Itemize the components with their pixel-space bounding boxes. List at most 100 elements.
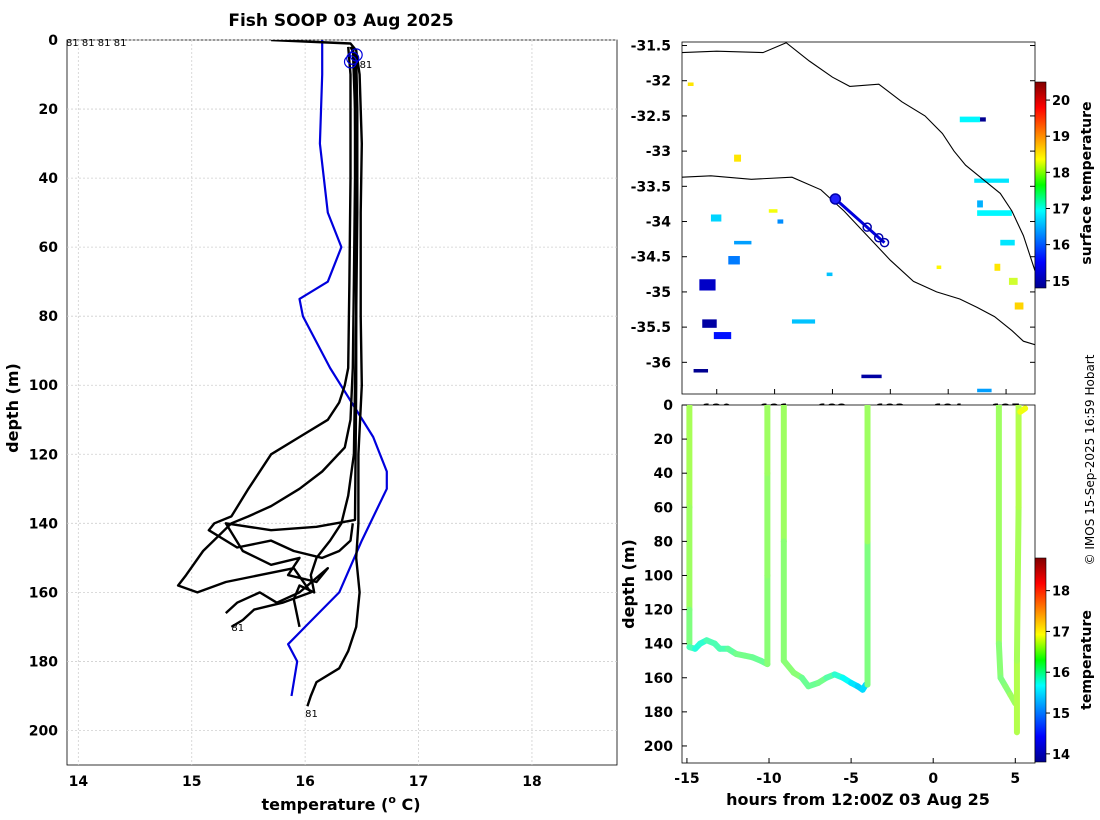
section-y-tick-label: 80: [654, 534, 674, 550]
section-x-tick-label: -15: [674, 771, 699, 787]
map-colorbar-tick-label: 19: [1052, 130, 1070, 145]
section-y-tick-label: 40: [654, 466, 674, 482]
section-colorbar: [1034, 557, 1047, 763]
section-y-tick-label: 100: [644, 568, 673, 584]
map-y-tick-label: -34.5: [631, 250, 671, 266]
profile-top-labels: 81 81 81 81: [66, 38, 126, 49]
map-temperature-patch: [861, 374, 882, 379]
map-panel: -31.5 -32 -32.5 -33 -33.5 -34 -34.5 -35 -35.5 -36…: [631, 39, 1095, 418]
profile-y-tick-label: 200: [29, 723, 58, 739]
map-station-marker: [829, 193, 842, 205]
profile-plot-frame: [66, 39, 618, 766]
map-y-tick-label: -33: [646, 144, 671, 160]
map-colorbar-label: surface temperature: [1079, 101, 1095, 264]
section-y-axis-label: depth (m): [619, 539, 638, 629]
section-colorbar-tick-label: 18: [1052, 585, 1070, 600]
profile-point-labels: 81 81 81: [231, 60, 372, 720]
profile-line-2: [292, 46, 359, 628]
map-temperature-patch: [734, 240, 752, 245]
section-x-axis-label: hours from 12:00Z 03 Aug 25: [726, 790, 990, 809]
map-temperature-patch: [1000, 239, 1015, 246]
map-y-tick-label: -36: [646, 355, 671, 371]
profile-y-tick-label: 140: [29, 516, 58, 532]
map-temperature-patch: [977, 210, 1012, 216]
map-colorbar-tick-label: 16: [1052, 239, 1070, 254]
section-y-tick-label: 160: [644, 671, 673, 687]
profile-point-label: 81: [231, 623, 244, 634]
map-y-tick-label: -33.5: [631, 179, 671, 195]
map-temperature-patch: [977, 200, 983, 208]
map-y-tick-label: -35: [646, 285, 671, 301]
map-temperature-patch: [693, 369, 709, 373]
section-y-tick-label: 0: [663, 398, 673, 414]
map-y-tick-label: -32: [646, 74, 671, 90]
map-temperature-patch: [1008, 277, 1018, 285]
profile-y-tick-label: 80: [39, 309, 59, 325]
section-colorbar-ticks: 14 15 16 17 18: [1046, 585, 1070, 763]
section-axis-ticks: -15 -10 -5 0 5 0 20 40 60 80 100 120 140 160 180 200: [644, 398, 1020, 787]
section-x-tick-label: -5: [843, 771, 859, 787]
profile-y-tick-label: 180: [29, 654, 58, 670]
section-y-tick-label: 140: [644, 637, 673, 653]
section-colorbar-tick-label: 14: [1052, 748, 1070, 763]
profile-x-tick-label: 17: [409, 774, 428, 790]
section-frame: [681, 404, 1036, 764]
profile-x-axis-label: temperature (o C): [261, 793, 420, 814]
profile-series: [176, 40, 388, 707]
map-colorbar-ticks: 15 16 17 18 19 20: [1046, 94, 1070, 290]
map-temperature-patch: [826, 272, 833, 277]
map-temperature-patch: [699, 279, 716, 291]
map-colorbar-tick-label: 20: [1052, 94, 1070, 109]
map-temperature-patch: [1014, 302, 1024, 310]
profile-y-tick-label: 20: [39, 102, 59, 118]
profile-surface-marker: [343, 55, 358, 69]
map-temperature-patch: [734, 154, 742, 162]
map-colorbar: [1034, 81, 1047, 289]
section-casts: [686, 405, 1029, 736]
map-colorbar-tick-label: 18: [1052, 166, 1070, 181]
profile-x-tick-label: 15: [182, 774, 201, 790]
section-colorbar-label: temperature: [1079, 610, 1095, 710]
map-station-marker: [879, 237, 890, 248]
map-y-tick-label: -35.5: [631, 320, 671, 336]
profile-line-5: [224, 46, 358, 614]
section-y-tick-label: 120: [644, 603, 673, 619]
profile-y-tick-label: 120: [29, 447, 58, 463]
map-isobath: [682, 175, 1035, 346]
map-temperature-patch: [980, 117, 986, 122]
map-colorbar-tick-label: 17: [1052, 202, 1070, 217]
section-y-tick-label: 200: [644, 739, 673, 755]
map-temperature-patch: [974, 178, 1009, 183]
section-x-tick-label: 5: [1010, 771, 1020, 787]
profile-grid: [67, 39, 617, 765]
profile-x-tick-label: 14: [69, 774, 89, 790]
map-y-tick-label: -34: [646, 215, 672, 231]
section-panel: -15 -10 -5 0 5 0 20 40 60 80 100 120 140 160 180 200 14…: [619, 398, 1095, 809]
map-temperature-patch: [994, 263, 1001, 271]
map-temperature-patch: [702, 319, 717, 328]
map-temperature-patches: [687, 82, 1024, 393]
profile-surface-marker: [346, 51, 360, 65]
map-station-marker: [874, 232, 884, 243]
section-cast-segment: [995, 640, 1004, 681]
section-y-tick-label: 60: [654, 500, 674, 516]
profile-y-tick-label: 0: [48, 33, 58, 49]
map-temperature-patch: [713, 332, 732, 340]
map-temperature-patch: [791, 319, 816, 324]
map-colorbar-tick-label: 15: [1052, 275, 1070, 290]
map-coastline: [682, 42, 1035, 271]
profile-point-label: 81: [360, 60, 373, 71]
map-temperature-patch: [936, 265, 942, 270]
map-temperature-patch: [710, 214, 722, 222]
section-x-tick-label: -10: [756, 771, 782, 787]
map-temperature-patch: [687, 82, 694, 86]
map-y-tick-label: -32.5: [631, 109, 671, 125]
section-colorbar-tick-label: 16: [1052, 666, 1070, 681]
section-colorbar-tick-label: 15: [1052, 707, 1070, 722]
map-temperature-patch: [777, 219, 784, 224]
profile-y-axis-label: depth (m): [3, 363, 22, 453]
section-y-tick-label: 180: [644, 705, 673, 721]
section-cast-segment: [1017, 405, 1029, 415]
